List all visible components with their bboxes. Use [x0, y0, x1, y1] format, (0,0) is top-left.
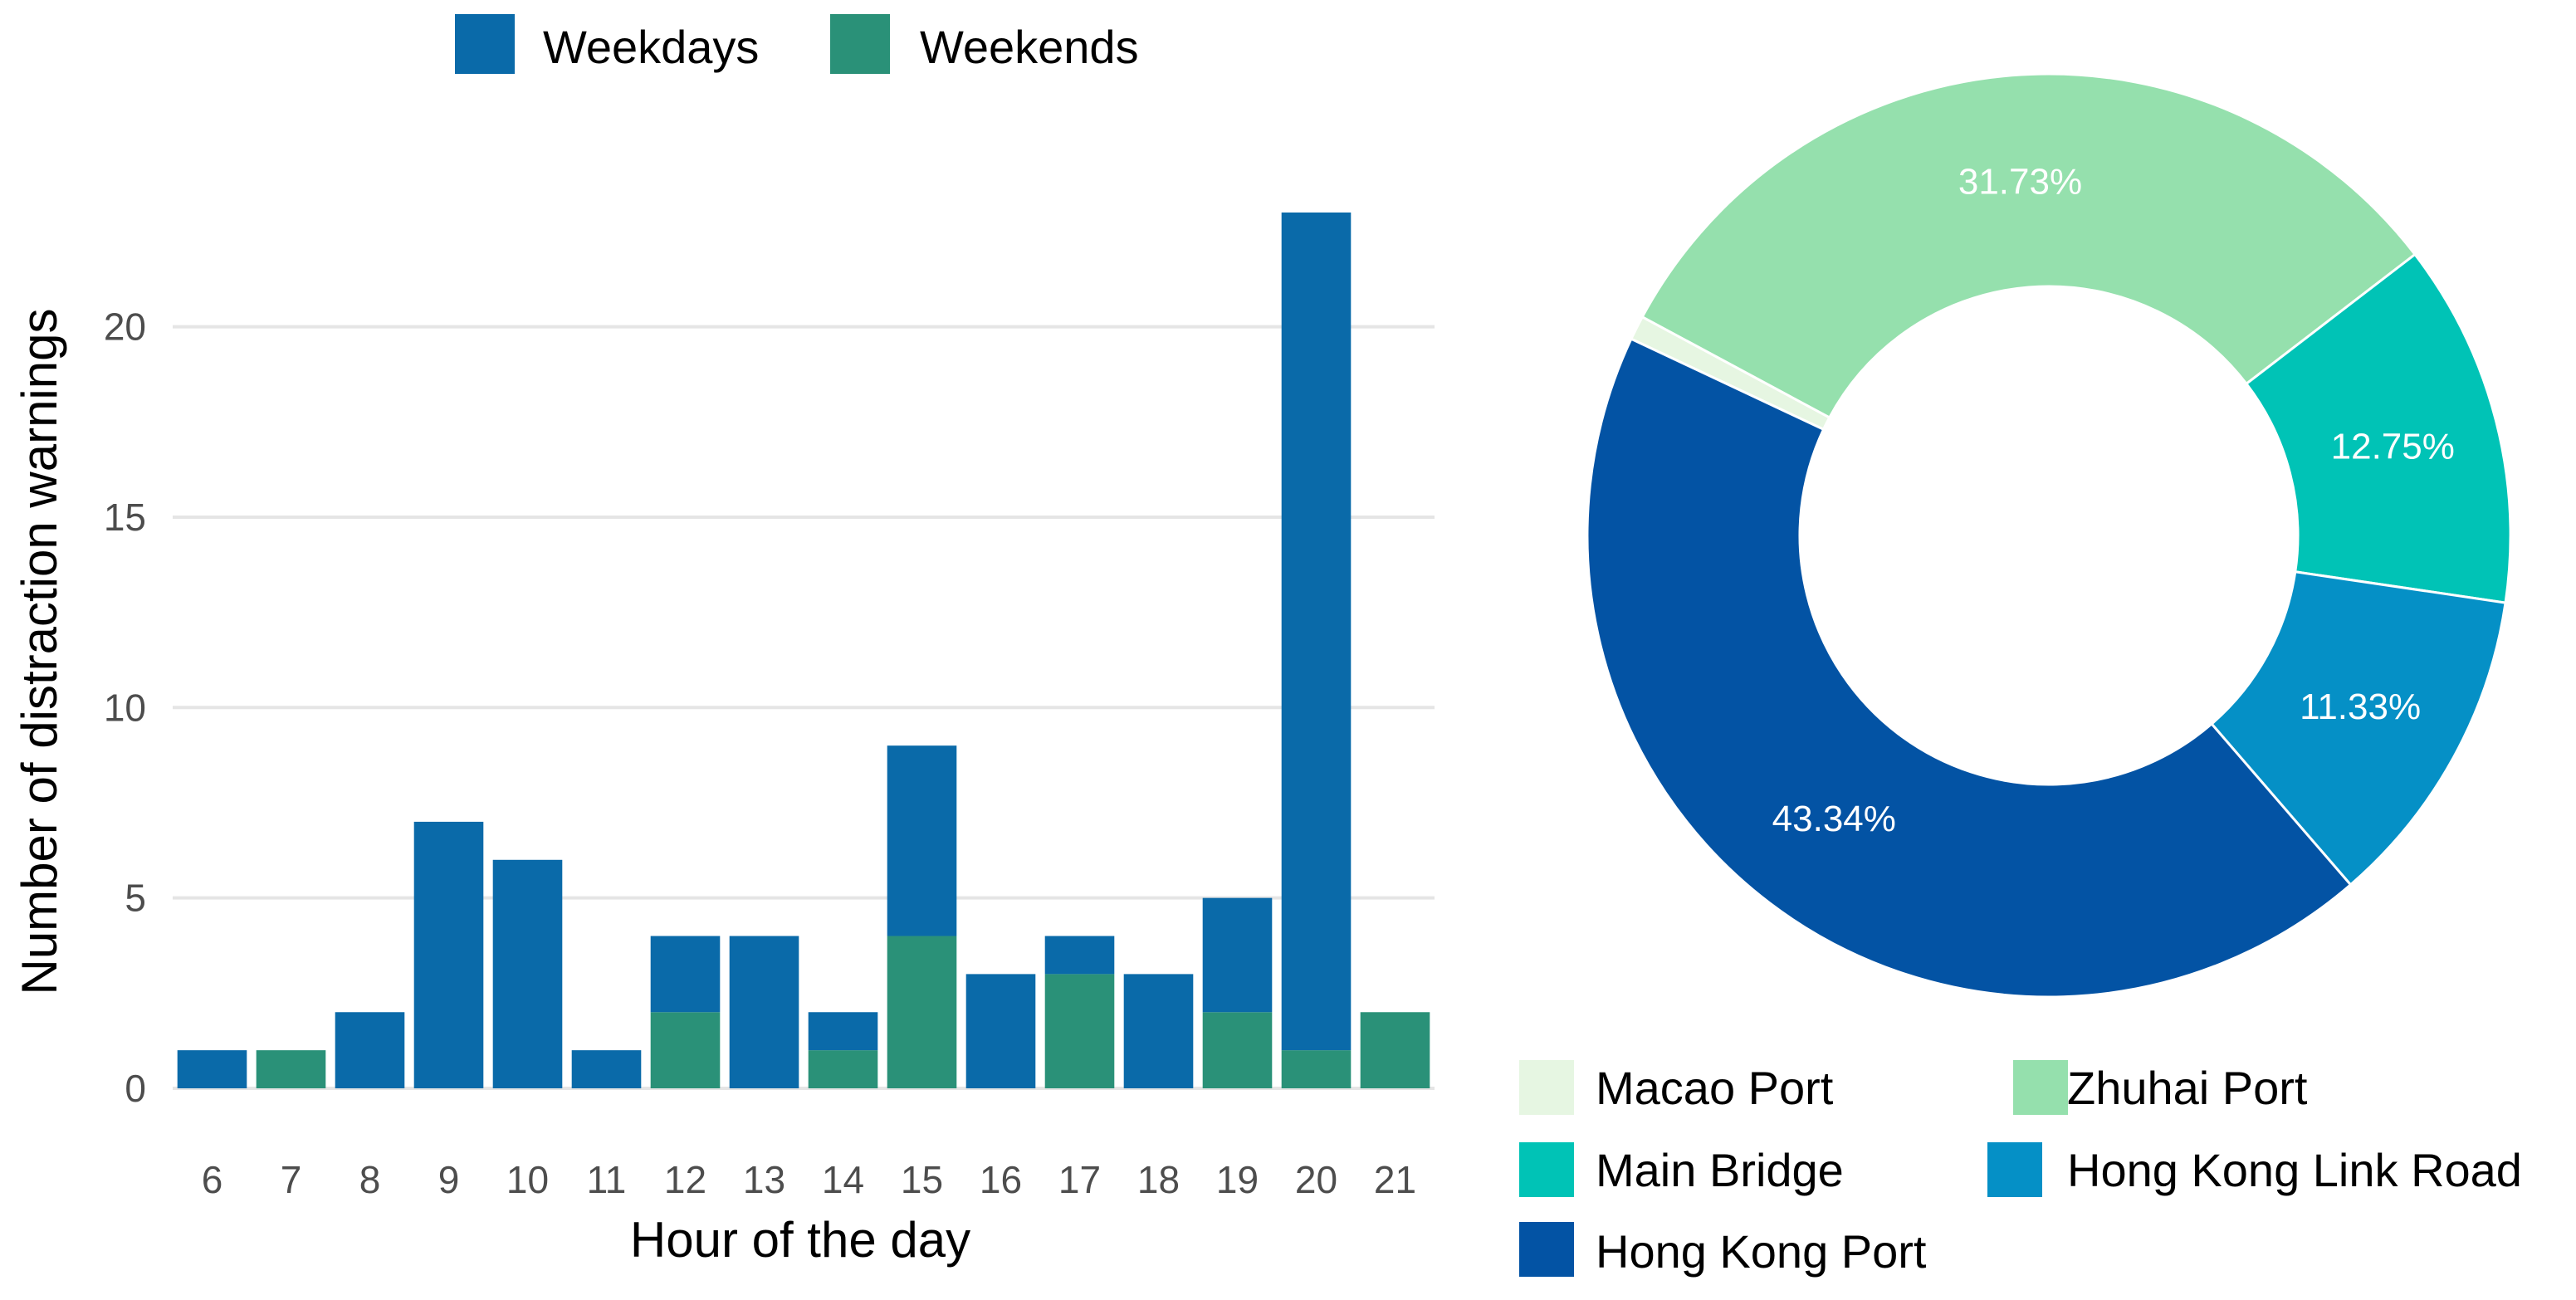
- donut-legend: Macao Port Zhuhai Port Main Bridge Hong …: [1519, 1060, 2522, 1278]
- x-tick-label: 10: [506, 1158, 549, 1201]
- legend-swatch-weekdays: [455, 14, 515, 74]
- bar-weekdays-12: [650, 936, 721, 1013]
- bar-weekends-14: [808, 1050, 878, 1088]
- bar-weekdays-13: [729, 936, 799, 1088]
- y-axis-title: Number of distraction warnings: [12, 308, 67, 995]
- legend-swatch-hong-kong-port: [1519, 1222, 1574, 1277]
- legend-swatch-macao-port: [1519, 1060, 1574, 1115]
- bar-weekdays-16: [965, 974, 1036, 1088]
- bar-weekends-7: [256, 1050, 326, 1088]
- donut-chart: 31.73% 12.75% 11.33% 43.34% Macao Port Zhuh…: [1519, 72, 2522, 1278]
- bar-weekends-15: [887, 936, 957, 1088]
- bar-weekends-12: [650, 1012, 721, 1088]
- x-tick-label: 14: [822, 1158, 864, 1201]
- bar-weekends-20: [1281, 1050, 1352, 1088]
- slice-zhuhai-port: [1640, 72, 2417, 419]
- bar-weekdays-19: [1202, 897, 1273, 1013]
- legend-swatch-zhuhai-port: [2013, 1060, 2068, 1115]
- slice-label-hong-kong-port: 43.34%: [1772, 799, 1896, 839]
- y-tick-label: 20: [104, 305, 146, 349]
- bar-weekdays-15: [887, 745, 957, 936]
- legend-label-main-bridge: Main Bridge: [1596, 1144, 1844, 1196]
- bar-weekdays-18: [1123, 974, 1194, 1088]
- bar-weekdays-17: [1044, 936, 1115, 975]
- bar-weekdays-11: [571, 1050, 642, 1088]
- x-tick-label: 12: [664, 1158, 706, 1201]
- x-tick-label: 11: [587, 1158, 627, 1201]
- bar-weekdays-20: [1281, 213, 1352, 1051]
- y-tick-label: 0: [125, 1067, 146, 1110]
- x-tick-label: 6: [202, 1158, 223, 1201]
- bar-bars: [177, 213, 1430, 1088]
- x-tick-label: 8: [359, 1158, 381, 1201]
- x-tick-label: 17: [1058, 1158, 1101, 1201]
- legend-label-hong-kong-port: Hong Kong Port: [1596, 1225, 1927, 1278]
- bar-weekends-21: [1360, 1012, 1430, 1088]
- legend-label-weekends: Weekends: [920, 21, 1139, 73]
- donut-labels: 31.73% 12.75% 11.33% 43.34%: [1772, 161, 2455, 839]
- x-tick-label: 7: [281, 1158, 302, 1201]
- bar-weekdays-10: [492, 859, 563, 1088]
- slice-label-zhuhai-port: 31.73%: [1958, 161, 2082, 202]
- legend-swatch-hong-kong-link-road: [1987, 1142, 2042, 1197]
- x-tick-label: 21: [1374, 1158, 1416, 1201]
- bar-y-ticks: 0 5 10 15 20: [104, 305, 146, 1110]
- legend-label-hong-kong-link-road: Hong Kong Link Road: [2067, 1144, 2522, 1196]
- y-tick-label: 15: [104, 496, 146, 539]
- y-tick-label: 5: [125, 877, 146, 920]
- bar-weekdays-8: [335, 1012, 405, 1088]
- bar-weekends-19: [1202, 1012, 1273, 1088]
- slice-main-bridge: [2244, 252, 2512, 604]
- x-tick-label: 18: [1137, 1158, 1180, 1201]
- legend-swatch-weekends: [830, 14, 890, 74]
- bar-weekdays-9: [413, 821, 484, 1088]
- bar-weekdays-6: [177, 1050, 247, 1088]
- slice-label-hong-kong-link-road: 11.33%: [2300, 687, 2421, 727]
- y-tick-label: 10: [104, 686, 146, 729]
- x-tick-label: 9: [438, 1158, 460, 1201]
- x-tick-label: 15: [901, 1158, 943, 1201]
- bar-weekdays-14: [808, 1012, 878, 1051]
- x-tick-label: 19: [1216, 1158, 1259, 1201]
- legend-label-weekdays: Weekdays: [543, 21, 759, 73]
- legend-label-macao-port: Macao Port: [1596, 1062, 1834, 1114]
- slice-hong-kong-link-road: [2210, 570, 2507, 887]
- x-axis-title: Hour of the day: [630, 1212, 970, 1268]
- x-tick-label: 16: [980, 1158, 1022, 1201]
- bar-chart: Weekdays Weekends 0 5 10 15 20 6 7 8 9 10 11 12 13 1…: [12, 14, 1435, 1268]
- bar-weekends-17: [1044, 974, 1115, 1088]
- slice-label-main-bridge: 12.75%: [2331, 426, 2455, 467]
- legend-label-zhuhai-port: Zhuhai Port: [2067, 1062, 2308, 1114]
- bar-x-ticks: 6 7 8 9 10 11 12 13 14 15 16 17 18 19 20 21: [202, 1158, 1416, 1201]
- slice-hong-kong-port: [1586, 337, 2353, 999]
- x-tick-label: 13: [743, 1158, 785, 1201]
- legend-swatch-main-bridge: [1519, 1142, 1574, 1197]
- donut-slices: [1586, 72, 2512, 999]
- bar-legend: Weekdays Weekends: [455, 14, 1139, 74]
- x-tick-label: 20: [1295, 1158, 1337, 1201]
